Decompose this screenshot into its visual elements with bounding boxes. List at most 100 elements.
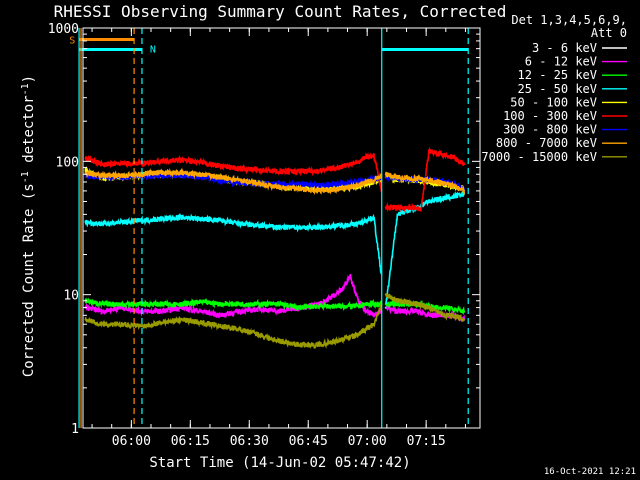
data-point-7-19 — [416, 177, 419, 180]
data-point-0-14 — [349, 323, 352, 326]
y-axis-label-part1: Corrected Count Rate (s — [21, 183, 37, 377]
data-point-3-14 — [357, 222, 360, 225]
data-point-8-20 — [428, 306, 430, 309]
data-point-7-24 — [463, 190, 466, 192]
data-point-8-2 — [121, 323, 124, 326]
data-point-0-24 — [451, 416, 454, 419]
data-point-5-13 — [337, 166, 340, 169]
series-8 — [84, 293, 466, 350]
data-point-0-13 — [337, 299, 340, 302]
legend-label-2: 12 - 25 keV — [518, 68, 597, 82]
data-point-1-22 — [428, 314, 430, 317]
legend-label-7: 800 - 7000 keV — [496, 136, 597, 150]
data-point-7-12 — [317, 190, 320, 192]
series-trace-7 — [84, 167, 466, 196]
data-point-6-0 — [84, 174, 87, 177]
data-point-1-16 — [357, 299, 360, 302]
data-point-0-1 — [101, 374, 104, 376]
data-point-1-9 — [258, 308, 261, 310]
axis-layer: 1 10 100 1000 06:00 06:15 06:30 06:45 07:00 07:15 — [48, 22, 481, 449]
data-point-5-16 — [372, 154, 375, 157]
data-point-5-15 — [365, 155, 367, 158]
plot-frame — [82, 27, 481, 429]
x-tick-label-3: 06:45 — [289, 434, 328, 449]
data-point-8-5 — [180, 318, 183, 321]
data-point-0-9 — [258, 407, 261, 410]
marker-layer: SN — [69, 28, 469, 428]
data-point-0-15 — [357, 346, 360, 349]
data-point-3-2 — [121, 221, 124, 224]
footer-date: 16-Oct-2021 12:21 — [544, 467, 636, 477]
data-point-8-4 — [160, 321, 163, 324]
data-point-2-4 — [160, 303, 163, 305]
data-point-1-15 — [349, 274, 352, 277]
data-point-1-21 — [416, 310, 419, 313]
legend-label-0: 3 - 6 keV — [532, 41, 597, 55]
data-point-2-21 — [435, 306, 438, 309]
data-point-8-19 — [416, 303, 419, 305]
data-point-0-16 — [365, 363, 367, 366]
data-point-1-23 — [435, 314, 438, 317]
data-point-0-22 — [435, 403, 438, 406]
legend-header-line-1: Det 1,3,4,5,6,9, — [511, 13, 627, 27]
data-point-3-11 — [298, 226, 301, 229]
legend-label-3: 25 - 50 keV — [518, 82, 597, 96]
data-point-1-6 — [200, 310, 202, 313]
data-point-1-20 — [396, 310, 399, 313]
legend-label-8: 7000 - 15000 keV — [481, 150, 597, 164]
data-point-6-10 — [278, 182, 281, 185]
data-point-5-7 — [219, 165, 222, 168]
data-point-7-2 — [121, 174, 124, 177]
data-point-8-24 — [463, 318, 466, 321]
y-tick-label-3: 1000 — [48, 22, 79, 37]
data-point-7-8 — [239, 179, 242, 182]
data-point-8-10 — [278, 340, 281, 342]
legend-label-6: 300 - 800 keV — [503, 123, 597, 137]
data-point-6-13 — [337, 182, 340, 185]
x-tick-label-0: 06:00 — [112, 434, 151, 449]
data-point-0-25 — [463, 411, 466, 414]
data-point-1-2 — [121, 306, 124, 309]
data-point-8-12 — [317, 344, 320, 346]
data-point-3-0 — [84, 221, 87, 224]
data-point-3-8 — [239, 222, 242, 225]
data-point-5-18 — [396, 206, 399, 209]
data-point-2-9 — [258, 303, 261, 305]
data-point-4-0 — [84, 169, 87, 172]
data-point-5-24 — [451, 155, 454, 158]
data-point-7-5 — [180, 171, 183, 174]
y-tick-label-1: 10 — [63, 289, 79, 304]
data-point-7-20 — [428, 179, 430, 182]
data-point-5-4 — [160, 160, 163, 163]
series-7 — [84, 167, 466, 196]
x-tick-label-2: 06:30 — [230, 434, 269, 449]
data-point-7-11 — [298, 188, 301, 190]
data-point-0-0 — [84, 403, 87, 406]
data-point-0-17 — [372, 403, 375, 406]
data-point-6-14 — [357, 181, 360, 183]
data-point-2-18 — [396, 303, 399, 305]
data-point-7-21 — [435, 181, 438, 183]
data-point-7-6 — [200, 173, 202, 176]
series-trace-8 — [84, 293, 466, 350]
data-point-5-2 — [121, 162, 124, 165]
data-point-5-20 — [420, 209, 422, 212]
data-point-1-17 — [365, 310, 367, 313]
data-point-2-12 — [317, 305, 320, 308]
data-point-7-9 — [258, 182, 261, 185]
data-point-0-19 — [396, 411, 399, 414]
data-point-1-14 — [341, 288, 344, 291]
data-point-2-14 — [357, 305, 360, 308]
data-point-7-0 — [84, 171, 87, 174]
y-axis-label-sup2: -1 — [20, 83, 31, 95]
x-tick-label-4: 07:00 — [348, 434, 387, 449]
data-point-3-23 — [451, 196, 454, 198]
data-point-7-22 — [443, 182, 446, 185]
x-axis-label: Start Time (14-Jun-02 05:47:42) — [149, 455, 410, 471]
data-point-7-16 — [372, 179, 375, 182]
data-point-2-1 — [101, 303, 104, 305]
data-point-3-9 — [258, 224, 261, 227]
data-point-3-1 — [101, 222, 104, 225]
data-point-2-22 — [443, 306, 446, 309]
